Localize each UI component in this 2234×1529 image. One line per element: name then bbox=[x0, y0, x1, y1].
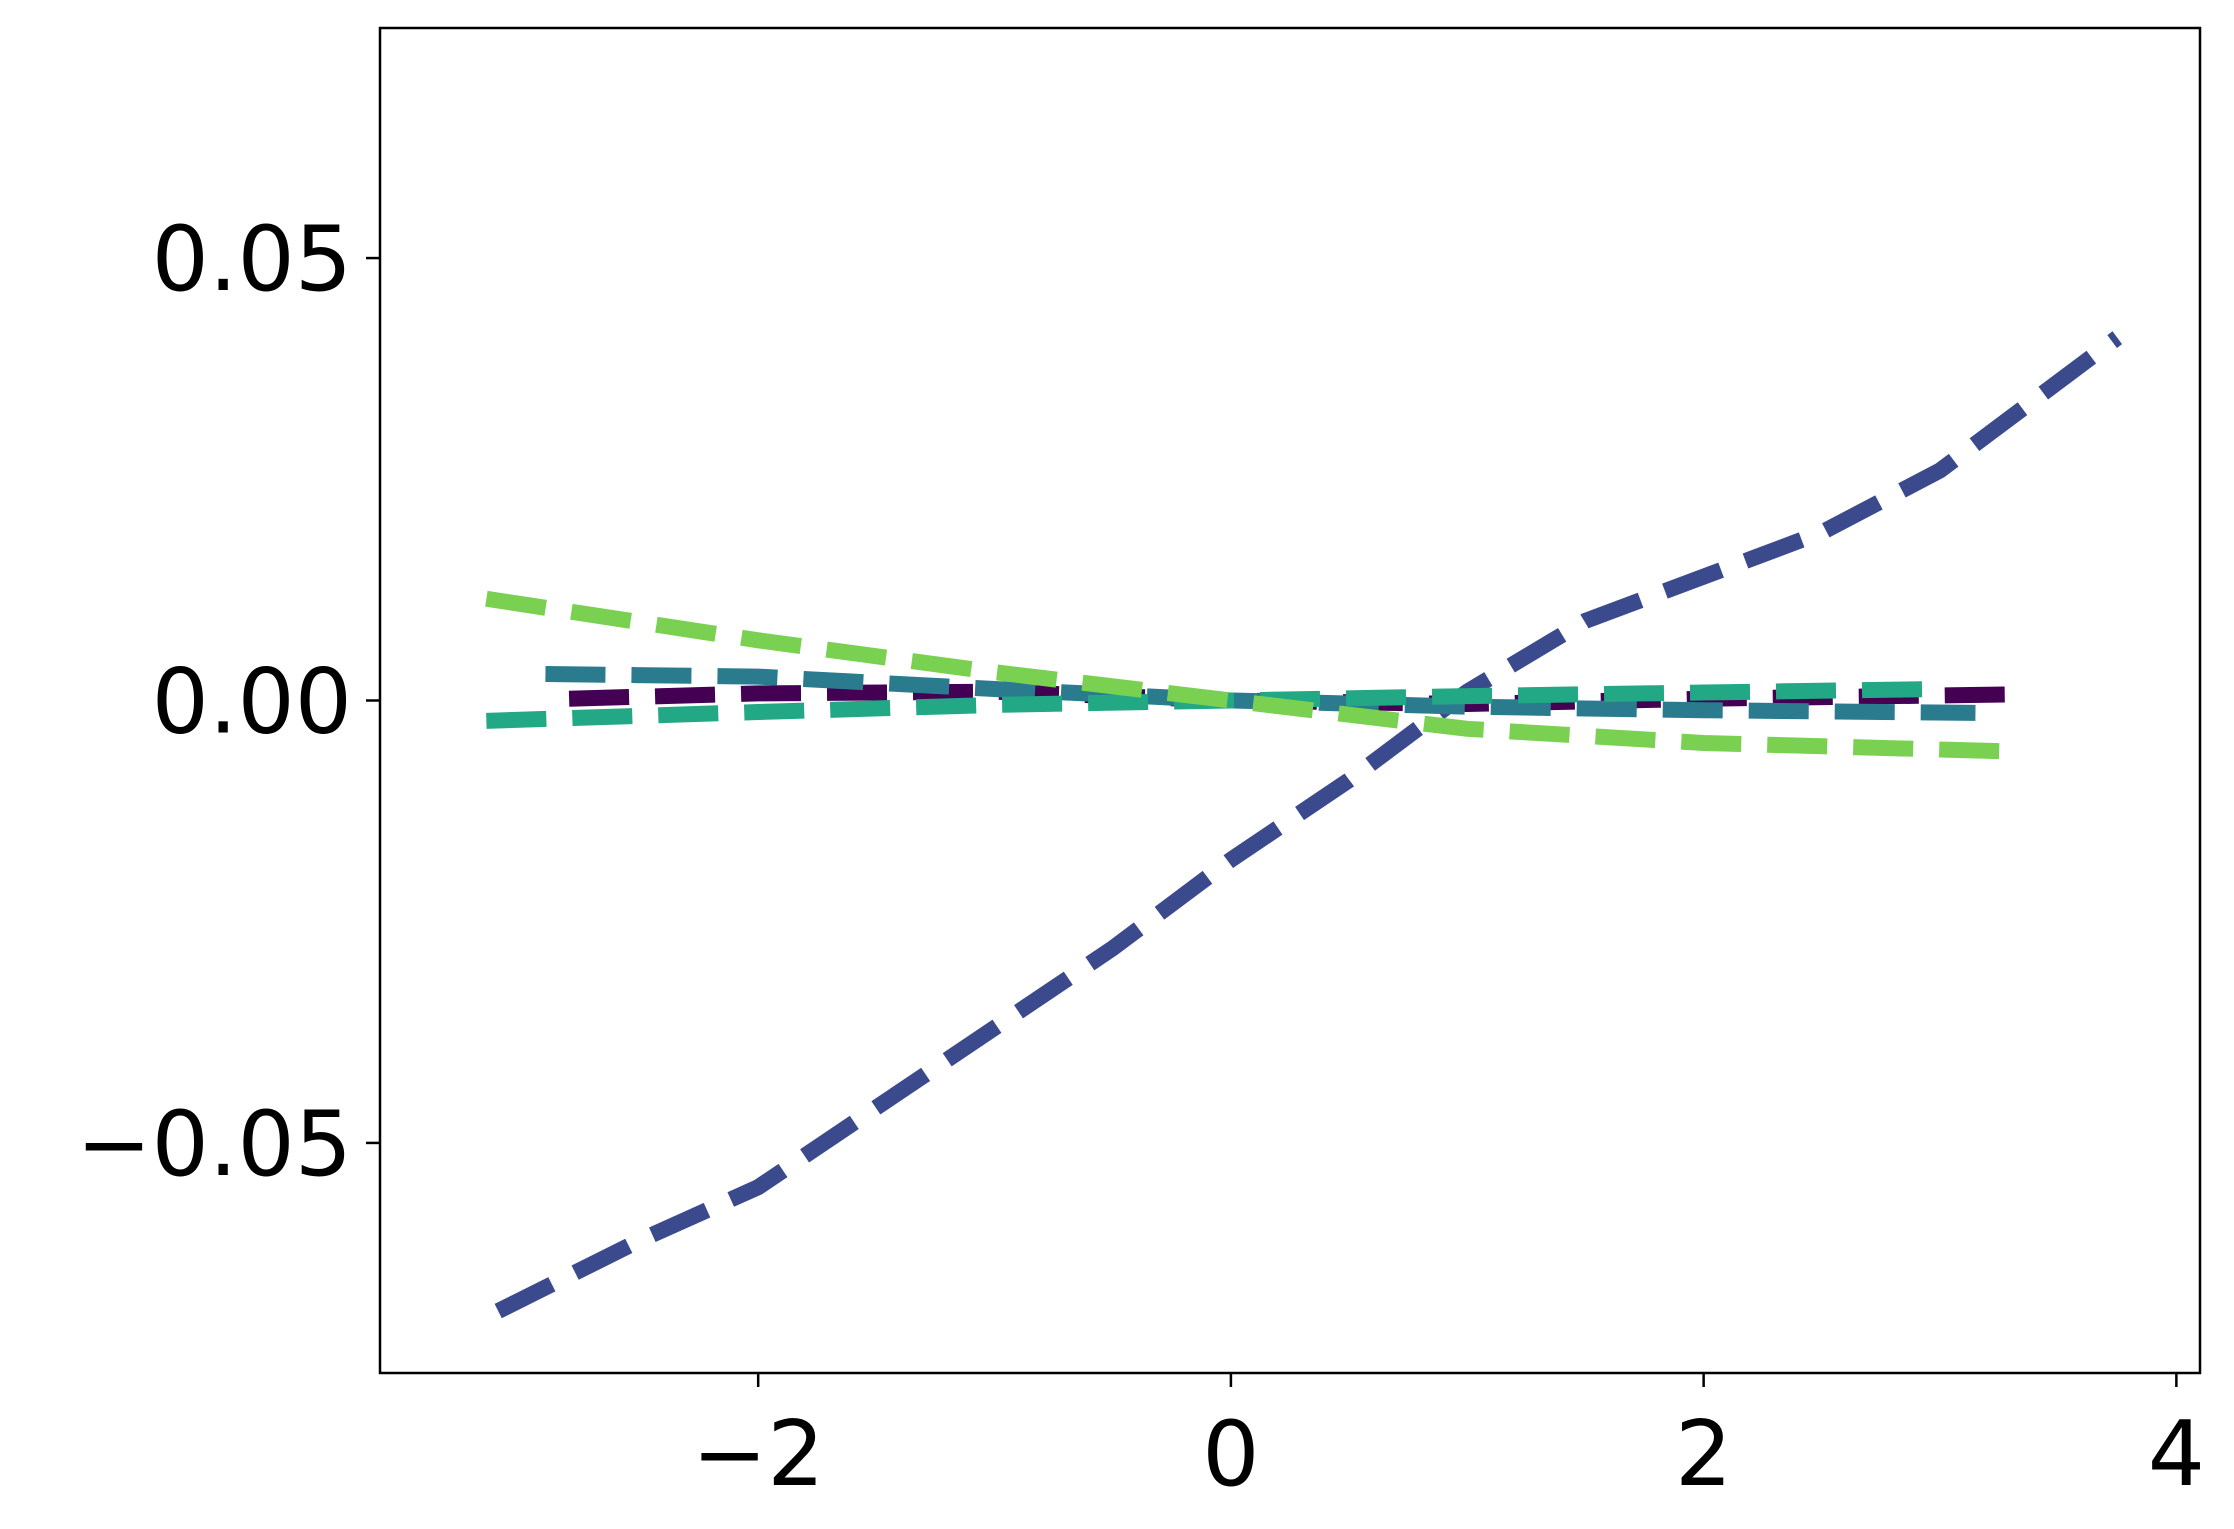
x-tick-label: 0 bbox=[1202, 1402, 1259, 1507]
ticks-layer: −2 0 2 4 −0.05 0.00 0.05 bbox=[76, 207, 2205, 1507]
y-tick-label: 0.00 bbox=[152, 650, 352, 755]
x-tick-label: 2 bbox=[1675, 1402, 1732, 1507]
series-line-4 bbox=[486, 680, 1941, 729]
series-layer bbox=[485, 331, 2123, 1319]
series-line-2 bbox=[494, 331, 2123, 1319]
x-tick-label: −2 bbox=[692, 1402, 825, 1507]
series-line-5 bbox=[485, 590, 2023, 760]
series-line-3 bbox=[545, 665, 1976, 721]
y-tick-label: 0.05 bbox=[152, 207, 352, 312]
y-tick-label: −0.05 bbox=[76, 1092, 352, 1197]
x-tick-label: 4 bbox=[2148, 1402, 2205, 1507]
